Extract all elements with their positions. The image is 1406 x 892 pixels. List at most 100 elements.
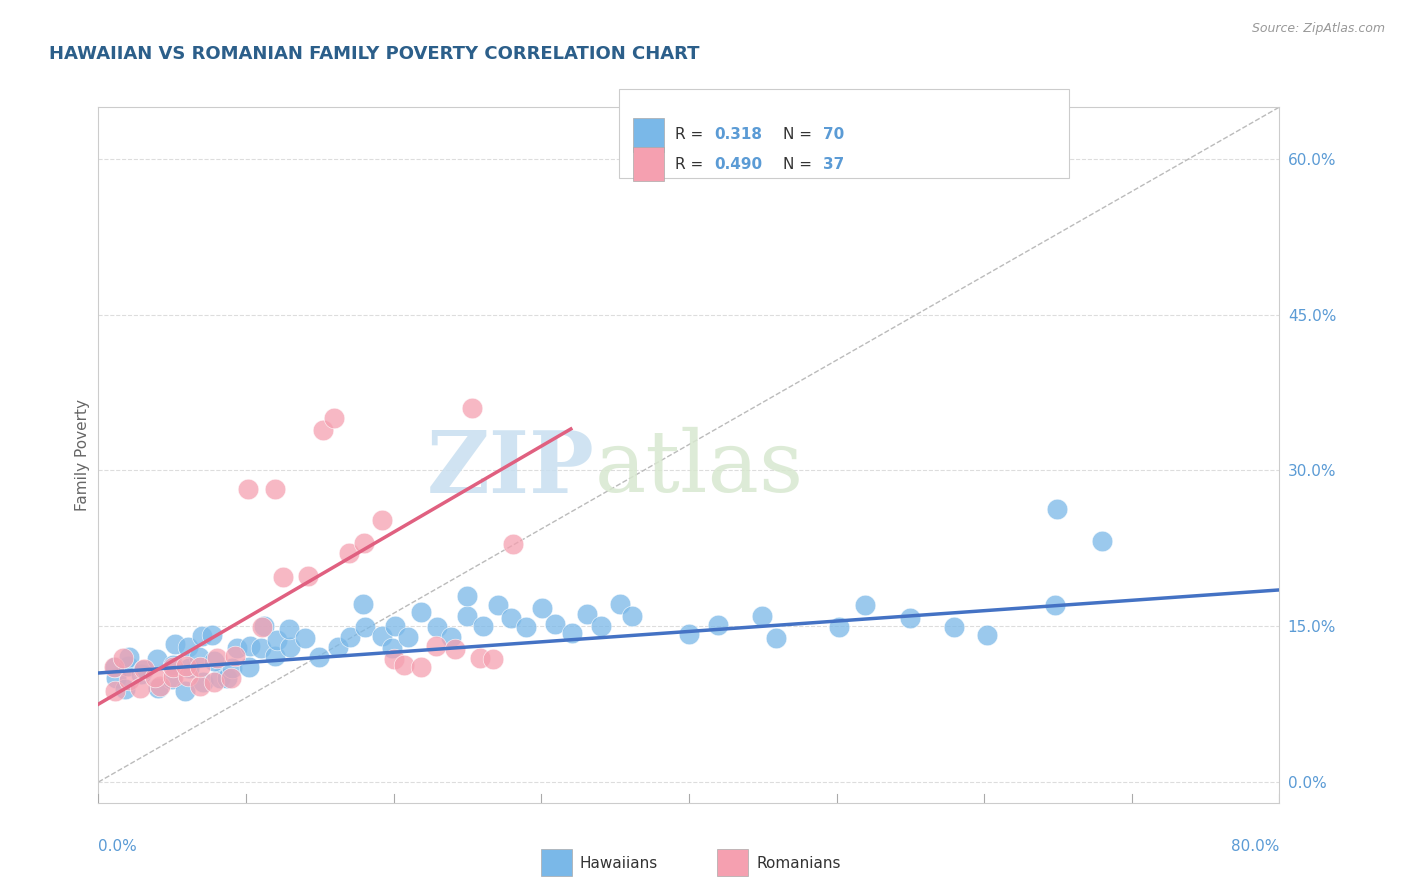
Text: R =: R = [675, 157, 703, 171]
Point [294, 631, 316, 645]
Point [337, 546, 360, 560]
Point [576, 607, 599, 621]
Point [470, 650, 492, 665]
Text: R =: R = [675, 128, 703, 142]
Point [238, 482, 260, 496]
Point [224, 649, 246, 664]
Point [482, 652, 505, 666]
Point [515, 620, 537, 634]
Point [162, 657, 184, 672]
Point [219, 671, 242, 685]
Point [620, 608, 643, 623]
Point [1043, 599, 1066, 613]
Point [942, 619, 965, 633]
Point [173, 684, 195, 698]
Point [202, 675, 225, 690]
Point [411, 605, 433, 619]
Point [225, 641, 247, 656]
Point [253, 619, 276, 633]
Point [456, 609, 478, 624]
Point [589, 618, 612, 632]
Text: N =: N = [783, 128, 813, 142]
Point [440, 630, 463, 644]
Point [160, 673, 183, 687]
Point [352, 597, 374, 611]
Point [104, 684, 127, 698]
Point [312, 423, 335, 437]
Point [853, 598, 876, 612]
Point [191, 629, 214, 643]
Point [443, 642, 465, 657]
Point [163, 637, 186, 651]
Text: 80.0%: 80.0% [1232, 839, 1279, 855]
Point [278, 640, 301, 654]
Point [179, 661, 201, 675]
Text: ZIP: ZIP [426, 427, 595, 511]
Point [148, 679, 170, 693]
Point [976, 627, 998, 641]
Point [162, 670, 184, 684]
Text: atlas: atlas [595, 427, 804, 510]
Point [208, 671, 231, 685]
Point [370, 628, 392, 642]
Text: HAWAIIAN VS ROMANIAN FAMILY POVERTY CORRELATION CHART: HAWAIIAN VS ROMANIAN FAMILY POVERTY CORR… [49, 45, 700, 62]
Point [392, 657, 415, 672]
Point [411, 660, 433, 674]
Point [278, 622, 301, 636]
Point [188, 680, 211, 694]
Point [1046, 502, 1069, 516]
Point [176, 640, 198, 654]
Point [382, 652, 405, 666]
Text: 0.0%: 0.0% [98, 839, 138, 855]
Point [188, 650, 211, 665]
Point [486, 598, 509, 612]
Point [1091, 533, 1114, 548]
Point [132, 663, 155, 677]
Point [118, 673, 141, 687]
Point [111, 651, 134, 665]
Point [104, 660, 127, 674]
Point [239, 639, 262, 653]
Point [609, 597, 631, 611]
Point [177, 669, 200, 683]
Point [221, 661, 243, 675]
Text: Source: ZipAtlas.com: Source: ZipAtlas.com [1251, 22, 1385, 36]
Point [143, 670, 166, 684]
Text: N =: N = [783, 157, 813, 171]
Point [544, 617, 567, 632]
Point [264, 649, 287, 664]
Point [162, 660, 184, 674]
Point [461, 401, 484, 415]
Text: Romanians: Romanians [756, 856, 841, 871]
Point [118, 649, 141, 664]
Text: Hawaiians: Hawaiians [579, 856, 658, 871]
Point [264, 482, 287, 496]
Point [191, 674, 214, 689]
Point [129, 667, 152, 681]
Point [898, 611, 921, 625]
Point [426, 620, 449, 634]
Text: 0.490: 0.490 [714, 157, 762, 171]
Point [146, 652, 169, 666]
Point [250, 640, 273, 655]
Point [425, 639, 447, 653]
Point [456, 589, 478, 603]
Point [266, 632, 288, 647]
Point [202, 653, 225, 667]
Point [561, 625, 583, 640]
Point [132, 662, 155, 676]
Point [371, 513, 394, 527]
Text: 0.318: 0.318 [714, 128, 762, 142]
Point [188, 660, 211, 674]
Point [205, 651, 228, 665]
Point [250, 619, 273, 633]
Point [530, 600, 553, 615]
Point [271, 569, 294, 583]
Point [706, 618, 728, 632]
Point [105, 671, 128, 685]
Point [114, 681, 136, 696]
Point [326, 640, 349, 655]
Point [201, 628, 224, 642]
Point [339, 630, 361, 644]
Point [174, 659, 197, 673]
